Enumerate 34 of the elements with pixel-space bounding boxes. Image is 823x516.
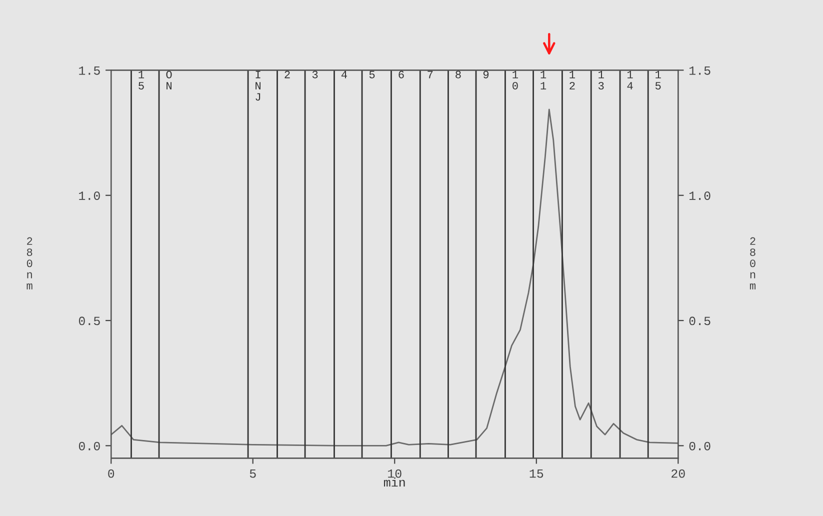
y2-tick-label: 0.0: [689, 442, 710, 450]
annotation: 4: [341, 70, 348, 78]
annotation: 3: [312, 70, 318, 78]
y-tick-label: 0.5: [78, 316, 100, 326]
x-tick-label: 10: [388, 469, 402, 478]
x-tick-label: 20: [672, 469, 685, 478]
y2-tick-label: 1.5: [689, 66, 710, 75]
annotation: 5: [369, 70, 375, 78]
annotation: INJ: [256, 70, 260, 101]
annotation: 8: [456, 70, 461, 78]
annotation: 12: [570, 70, 575, 90]
x-tick-label: 0: [108, 469, 114, 478]
annotation: 14: [627, 70, 633, 90]
annotation: 15: [655, 70, 661, 90]
annotation: 11: [540, 70, 546, 90]
annotation: 10: [512, 70, 518, 90]
annotation: 9: [483, 70, 489, 78]
annotation: 2: [284, 70, 290, 78]
y2-axis-title: 280nm: [750, 237, 756, 290]
annotation: 13: [598, 70, 604, 90]
annotation: 15: [138, 70, 144, 90]
y-tick-label: 1.0: [79, 192, 100, 200]
annotation: ON: [166, 70, 172, 90]
y2-tick-label: 0.5: [689, 316, 710, 326]
annotation: 7: [428, 70, 433, 78]
x-tick-label: 5: [250, 469, 256, 478]
x-tick-label: 15: [530, 469, 544, 478]
y-tick-label: 1.5: [79, 66, 100, 75]
x-axis-title: min: [384, 478, 405, 487]
annotation: 6: [398, 70, 404, 78]
y-axis-title: 280nm: [26, 237, 32, 290]
y2-tick-label: 1.0: [689, 192, 710, 200]
y-tick-label: 0.0: [78, 442, 100, 450]
line-series: [111, 108, 678, 446]
